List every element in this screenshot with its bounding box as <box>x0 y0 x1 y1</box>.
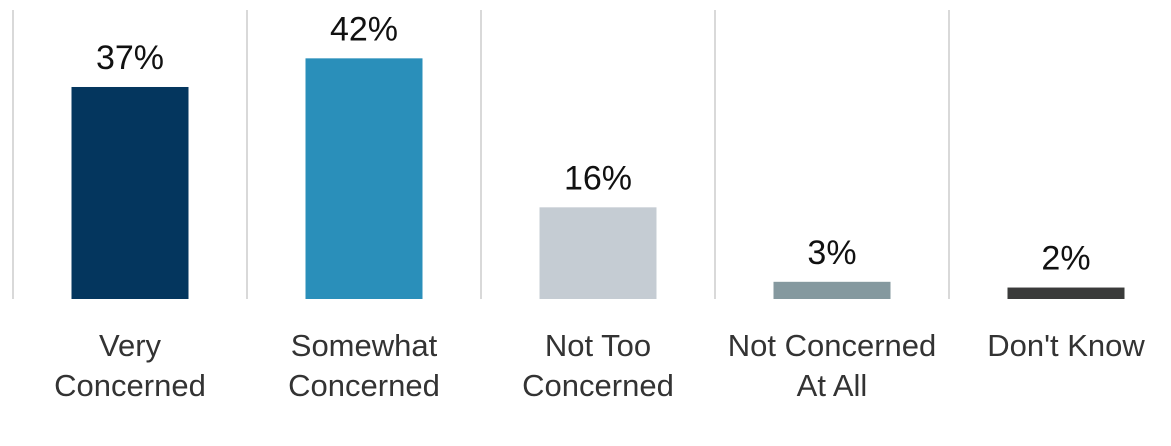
data-label-3: 3% <box>807 234 856 272</box>
data-label-4: 2% <box>1041 240 1090 278</box>
bar-3 <box>773 281 891 299</box>
bar-0 <box>71 86 189 300</box>
category-label-4: Don't Know <box>987 328 1145 363</box>
bar-1 <box>305 58 423 300</box>
bar-4 <box>1007 287 1125 299</box>
bar-2 <box>539 207 657 299</box>
category-label-3: Not Concerned At All <box>727 328 937 403</box>
data-label-2: 16% <box>564 159 632 197</box>
data-label-1: 42% <box>330 10 398 48</box>
data-label-0: 37% <box>96 39 164 77</box>
category-label-1: Somewhat Concerned <box>288 328 440 403</box>
category-label-0: Very Concerned <box>54 328 206 403</box>
category-label-2: Not Too Concerned <box>522 328 674 403</box>
